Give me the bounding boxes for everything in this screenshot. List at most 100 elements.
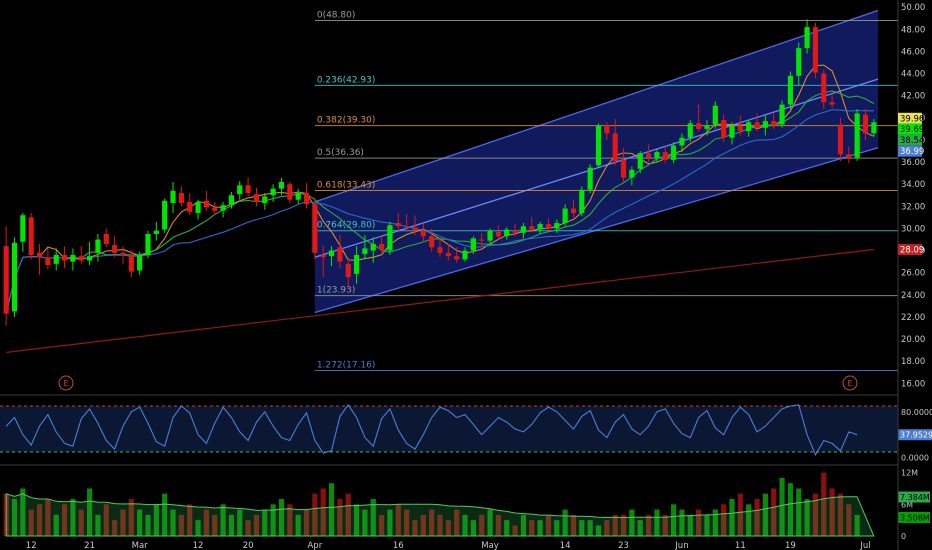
price-badge xyxy=(898,134,922,146)
price-tick-label: 34.00 xyxy=(901,180,925,190)
date-tick-label: Mar xyxy=(132,541,149,550)
candle-body xyxy=(671,145,677,160)
candle-body xyxy=(36,252,43,258)
price-badge xyxy=(898,123,922,135)
candle-body xyxy=(854,113,860,158)
volume-bar xyxy=(754,499,760,536)
candlesticks xyxy=(3,19,877,326)
volume-bar xyxy=(237,509,243,536)
volume-bar xyxy=(696,509,702,536)
volume-bar xyxy=(479,514,485,536)
volume-bar xyxy=(671,504,677,536)
price-badge-label: 39.96 xyxy=(900,114,924,124)
volume-bar xyxy=(637,520,643,536)
candle-body xyxy=(278,182,285,189)
fibonacci-retracement: 0(48.80) 0.236(42.93) 0.382(39.30) 0.5(36.3… xyxy=(314,10,898,372)
volume-bar xyxy=(420,514,426,536)
candle-body xyxy=(504,229,510,237)
candle-body xyxy=(579,189,585,213)
volume-bar xyxy=(362,509,368,536)
ma-long-line xyxy=(6,248,874,353)
candle-body xyxy=(804,27,810,49)
volume-bar xyxy=(337,499,343,536)
candle-body xyxy=(754,122,760,128)
candle-body xyxy=(387,225,393,251)
candle-body xyxy=(721,120,727,138)
volume-bar xyxy=(228,514,235,536)
candle-body xyxy=(437,247,443,253)
candle-body xyxy=(11,242,18,312)
price-tick-label: 20.00 xyxy=(901,335,925,345)
candle-body xyxy=(629,169,635,178)
volume-bar xyxy=(570,514,577,536)
volume-bar xyxy=(61,504,68,536)
candle-body xyxy=(445,252,451,257)
volume-bar xyxy=(512,525,518,536)
volume-bar xyxy=(612,514,618,536)
volume-bar xyxy=(212,514,218,536)
candle-body xyxy=(120,252,126,256)
channel-lower-line xyxy=(314,147,879,314)
candle-body xyxy=(395,222,401,227)
volume-bar xyxy=(36,504,43,536)
price-badge-label: 36.99 xyxy=(900,147,924,157)
candle-body xyxy=(253,194,260,202)
price-badge-label: 39.69 xyxy=(900,125,924,135)
candle-body xyxy=(696,123,702,129)
volume-bar xyxy=(620,514,627,536)
date-tick-label: Jul xyxy=(859,541,870,550)
candle-body xyxy=(487,230,493,241)
volume-bar xyxy=(287,504,293,536)
candle-body xyxy=(837,124,844,155)
candle-body xyxy=(178,193,184,204)
price-tick-label: 46.00 xyxy=(901,47,925,57)
candle-body xyxy=(420,230,426,237)
volume-bar xyxy=(379,514,385,536)
candle-body xyxy=(145,234,151,256)
volume-bar xyxy=(829,488,835,536)
volume-bar xyxy=(120,509,126,536)
candle-body xyxy=(704,125,710,129)
candle-body xyxy=(345,263,351,278)
fib-level-label: 1.272(17.16) xyxy=(317,361,376,371)
candle-body xyxy=(454,256,460,260)
candle-body xyxy=(662,152,668,160)
candle-body xyxy=(203,200,209,208)
rsi-band xyxy=(0,406,898,452)
volume-bar xyxy=(629,509,635,536)
volume-tick-label: 6M xyxy=(901,500,913,509)
price-badge-label: 38.54 xyxy=(900,136,924,146)
earnings-marker-label: E xyxy=(847,379,852,388)
rsi-pane: 80.0000 0.0000 37.9529 xyxy=(0,394,932,463)
price-badge-label: 28.09 xyxy=(900,246,924,256)
volume-bar xyxy=(837,493,844,536)
volume-bar xyxy=(470,520,476,536)
candle-body xyxy=(587,167,593,190)
volume-bar xyxy=(220,504,226,536)
earnings-marker-icon xyxy=(58,375,74,391)
volume-bar xyxy=(345,493,351,536)
volume-bar xyxy=(804,499,810,536)
date-tick-label: 14 xyxy=(560,541,571,550)
volume-bar xyxy=(487,509,493,536)
volume-bar xyxy=(28,509,34,536)
candle-body xyxy=(228,195,235,206)
volume-bar xyxy=(11,499,18,536)
volume-bar xyxy=(779,477,785,536)
price-tick-label: 24.00 xyxy=(901,291,925,301)
volume-bar xyxy=(203,509,209,536)
candle-body xyxy=(554,222,560,229)
volume-bar xyxy=(520,514,527,536)
candle-body xyxy=(353,255,360,274)
earnings-marker-label: E xyxy=(63,379,68,388)
candle-body xyxy=(20,215,26,242)
volume-bar xyxy=(645,514,652,536)
volume-bar xyxy=(445,520,451,536)
volume-bar xyxy=(312,493,318,536)
candle-body xyxy=(821,73,827,103)
fib-level-label: 0.5(36.36) xyxy=(317,148,364,158)
candle-body xyxy=(320,255,326,258)
fib-level-label: 0.382(39.30) xyxy=(317,116,376,126)
fib-level-label: 0.236(42.93) xyxy=(317,75,376,85)
